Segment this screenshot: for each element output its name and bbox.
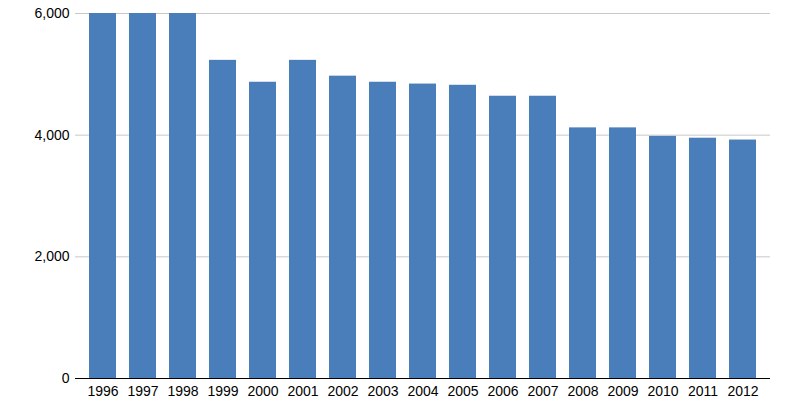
- svg-text:2011: 2011: [688, 383, 718, 399]
- svg-text:2008: 2008: [567, 383, 598, 399]
- svg-text:2006: 2006: [487, 383, 518, 399]
- svg-text:2001: 2001: [287, 383, 318, 399]
- svg-text:4,000: 4,000: [34, 127, 69, 143]
- svg-text:2002: 2002: [327, 383, 358, 399]
- svg-text:1997: 1997: [127, 383, 158, 399]
- svg-text:2012: 2012: [727, 383, 758, 399]
- svg-text:2005: 2005: [447, 383, 478, 399]
- svg-text:2007: 2007: [527, 383, 558, 399]
- svg-text:6,000: 6,000: [34, 5, 69, 21]
- svg-text:0: 0: [62, 370, 70, 386]
- svg-text:1999: 1999: [207, 383, 238, 399]
- svg-text:1998: 1998: [167, 383, 198, 399]
- svg-text:2000: 2000: [247, 383, 278, 399]
- svg-text:1996: 1996: [87, 383, 118, 399]
- svg-text:2009: 2009: [607, 383, 638, 399]
- svg-text:2004: 2004: [407, 383, 438, 399]
- svg-text:2,000: 2,000: [34, 248, 69, 264]
- svg-text:2003: 2003: [367, 383, 398, 399]
- svg-text:2010: 2010: [647, 383, 678, 399]
